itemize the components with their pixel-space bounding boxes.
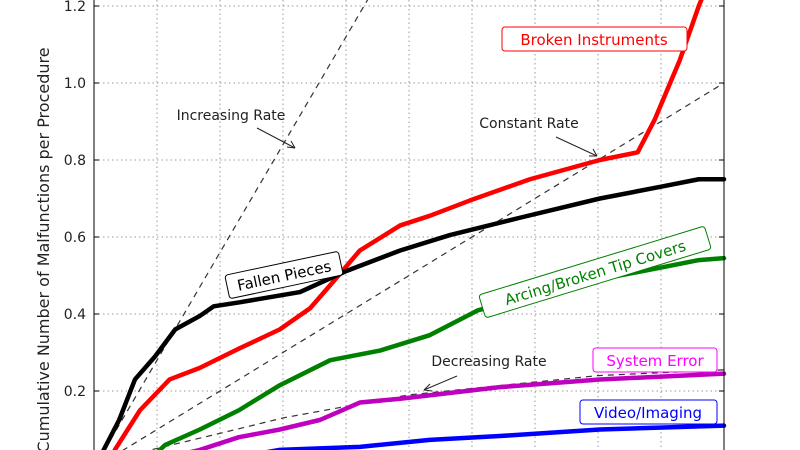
reference-line-constant-rate — [122, 82, 725, 450]
annotation-decreasing-rate: Decreasing Rate — [423, 354, 547, 392]
arrow-constant-rate — [555, 136, 598, 157]
series-line-fallen-pieces — [101, 177, 727, 450]
annotation-increasing-rate: Increasing Rate — [177, 108, 296, 149]
y-tick-label: 0.4 — [64, 307, 86, 323]
label-video-imaging: Video/Imaging — [579, 399, 718, 425]
label-system-error: System Error — [592, 347, 718, 373]
reference-line-increasing-rate — [103, 0, 369, 450]
label-broken-instruments-text: Broken Instruments — [520, 31, 667, 49]
series-line-arcing-broken-tip-covers — [156, 255, 727, 450]
arrowhead-increasing-rate — [286, 140, 296, 149]
label-broken-instruments: Broken Instruments — [501, 26, 688, 52]
y-tick-label: 0.8 — [64, 153, 86, 169]
series-lines — [101, 0, 727, 450]
label-arcing-broken-tip-covers: Arcing/Broken Tip Covers — [478, 226, 712, 318]
y-tick-label: 0.6 — [64, 230, 86, 246]
y-tick-label: 1.0 — [64, 76, 86, 92]
y-ticks: 0.2 0.4 0.6 0.8 1.0 1.2 — [64, 0, 724, 400]
reference-line-decreasing-rate — [148, 369, 725, 450]
annotation-increasing-rate-text: Increasing Rate — [177, 108, 286, 124]
reference-lines — [103, 0, 725, 450]
annotation-decreasing-rate-text: Decreasing Rate — [431, 354, 546, 370]
arrow-decreasing-rate — [423, 375, 458, 391]
label-video-imaging-text: Video/Imaging — [594, 404, 702, 422]
label-system-error-text: System Error — [606, 352, 704, 370]
arrowhead-constant-rate — [589, 148, 598, 157]
y-tick-label: 0.2 — [64, 384, 86, 400]
grid — [94, 0, 724, 450]
label-arcing-text: Arcing/Broken Tip Covers — [503, 237, 689, 309]
arrowhead-decreasing-rate — [423, 383, 433, 392]
y-axis-label: Cumulative Number of Malfunctions per Pr… — [34, 47, 53, 450]
annotation-constant-rate-text: Constant Rate — [479, 116, 579, 132]
series-line-video-imaging — [265, 423, 727, 450]
annotation-constant-rate: Constant Rate — [479, 116, 598, 157]
series-line-system-error — [189, 371, 727, 450]
y-tick-label: 1.2 — [64, 0, 86, 15]
arrow-increasing-rate — [256, 127, 296, 149]
series-line-broken-instruments — [112, 0, 704, 450]
